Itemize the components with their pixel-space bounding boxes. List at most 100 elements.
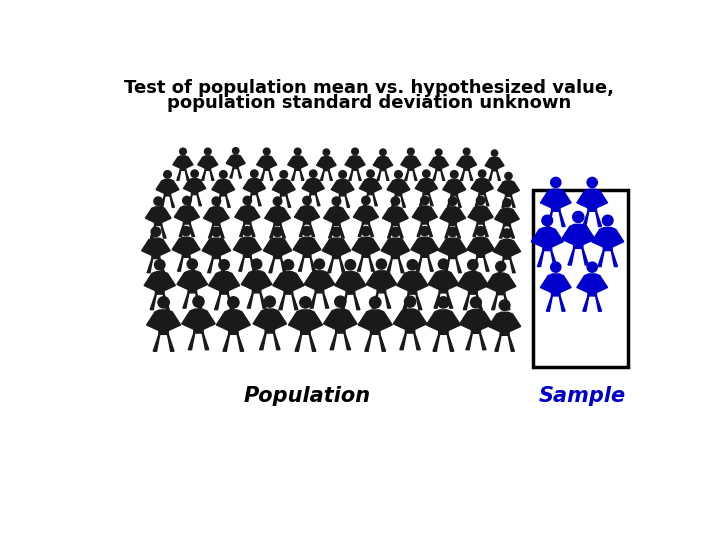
Text: Sample: Sample [539, 386, 626, 406]
Polygon shape [250, 224, 255, 237]
Circle shape [191, 170, 198, 177]
Circle shape [438, 259, 449, 269]
Circle shape [572, 211, 584, 222]
Circle shape [283, 260, 294, 270]
Polygon shape [300, 224, 305, 237]
Polygon shape [500, 226, 504, 238]
Polygon shape [189, 257, 194, 271]
Circle shape [251, 259, 262, 269]
Polygon shape [183, 293, 189, 308]
Polygon shape [438, 238, 467, 259]
Polygon shape [238, 168, 241, 178]
Polygon shape [447, 334, 454, 351]
Polygon shape [237, 334, 244, 351]
Polygon shape [320, 171, 324, 180]
Circle shape [345, 260, 356, 270]
Polygon shape [304, 271, 335, 293]
Circle shape [438, 297, 449, 308]
Polygon shape [163, 294, 169, 309]
Circle shape [204, 148, 211, 155]
Polygon shape [504, 295, 510, 309]
Circle shape [302, 226, 312, 236]
Polygon shape [170, 196, 174, 207]
Circle shape [477, 197, 485, 205]
Polygon shape [202, 333, 209, 350]
Polygon shape [359, 179, 382, 194]
Polygon shape [309, 334, 316, 351]
Polygon shape [264, 238, 292, 259]
Polygon shape [369, 257, 374, 271]
Circle shape [332, 227, 341, 237]
Polygon shape [510, 259, 516, 273]
Circle shape [212, 197, 220, 205]
Polygon shape [240, 224, 245, 237]
Polygon shape [300, 170, 304, 180]
Polygon shape [492, 295, 498, 309]
Circle shape [183, 197, 191, 205]
Polygon shape [480, 333, 486, 350]
Polygon shape [147, 259, 153, 273]
Polygon shape [274, 333, 280, 350]
Polygon shape [477, 294, 482, 309]
Polygon shape [150, 294, 156, 309]
Polygon shape [447, 293, 453, 308]
Circle shape [405, 296, 415, 307]
Polygon shape [358, 310, 392, 334]
Polygon shape [485, 157, 504, 171]
Circle shape [294, 148, 301, 155]
Polygon shape [248, 194, 252, 206]
Polygon shape [508, 335, 514, 351]
Polygon shape [310, 257, 315, 271]
Polygon shape [498, 259, 504, 273]
Polygon shape [273, 272, 304, 294]
Circle shape [323, 149, 330, 156]
Circle shape [377, 259, 387, 269]
Polygon shape [269, 170, 273, 180]
Polygon shape [161, 196, 165, 207]
Polygon shape [144, 272, 176, 294]
Polygon shape [398, 259, 404, 273]
Polygon shape [261, 170, 264, 180]
Circle shape [587, 177, 598, 187]
Polygon shape [177, 271, 207, 293]
Polygon shape [456, 259, 462, 273]
Polygon shape [354, 206, 379, 224]
Text: Test of population mean vs. hypothesized value,: Test of population mean vs. hypothesized… [124, 79, 614, 97]
Polygon shape [447, 196, 451, 207]
Polygon shape [352, 237, 380, 257]
Polygon shape [459, 310, 492, 333]
Circle shape [151, 227, 161, 237]
Polygon shape [400, 333, 406, 350]
Polygon shape [473, 224, 478, 237]
Polygon shape [220, 259, 225, 273]
Polygon shape [209, 225, 213, 238]
Polygon shape [398, 225, 403, 238]
Polygon shape [502, 197, 506, 207]
Circle shape [423, 170, 430, 177]
Polygon shape [341, 294, 347, 309]
Circle shape [391, 197, 400, 205]
Polygon shape [184, 179, 206, 194]
Polygon shape [568, 248, 575, 265]
Polygon shape [495, 335, 501, 351]
Polygon shape [485, 194, 489, 206]
Circle shape [264, 296, 275, 307]
Circle shape [251, 170, 258, 177]
Circle shape [181, 226, 191, 236]
Polygon shape [483, 224, 488, 237]
Polygon shape [145, 207, 171, 225]
Polygon shape [387, 259, 392, 273]
Circle shape [503, 229, 511, 238]
Circle shape [220, 171, 227, 178]
Circle shape [280, 171, 287, 178]
Polygon shape [489, 312, 521, 335]
Circle shape [436, 149, 442, 156]
Polygon shape [495, 208, 519, 226]
Polygon shape [310, 293, 316, 308]
Polygon shape [413, 170, 417, 180]
Text: Population: Population [243, 386, 371, 406]
Polygon shape [486, 273, 516, 295]
Circle shape [264, 148, 270, 155]
Polygon shape [243, 179, 266, 194]
Circle shape [451, 171, 458, 178]
